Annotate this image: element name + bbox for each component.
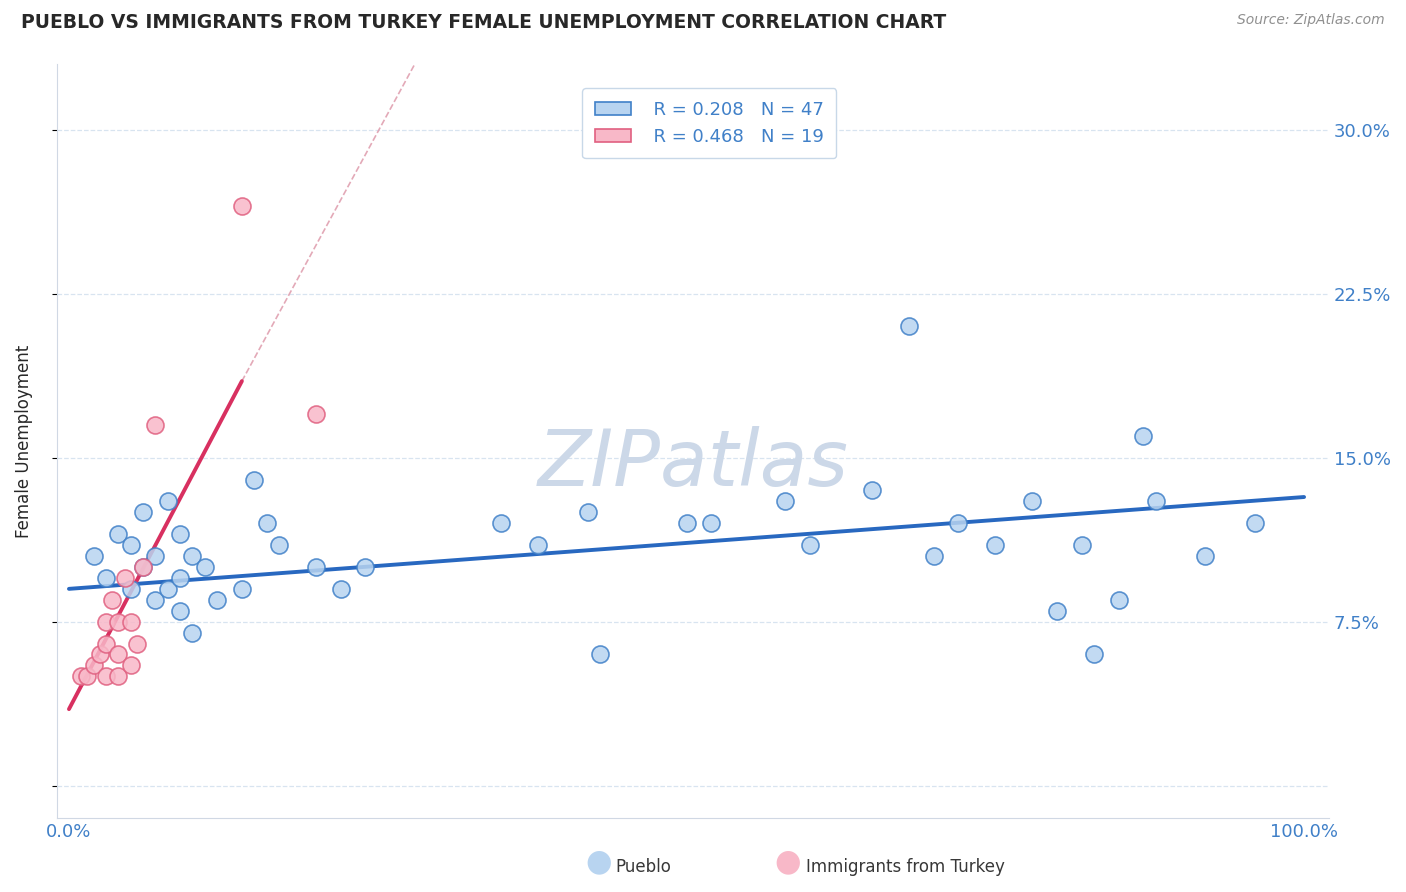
Point	[132, 560, 155, 574]
Point	[491, 516, 513, 531]
Point	[107, 615, 129, 629]
Text: Source: ZipAtlas.com: Source: ZipAtlas.com	[1237, 13, 1385, 28]
Point	[107, 648, 129, 662]
Point	[94, 615, 117, 629]
Point	[775, 494, 797, 508]
Point	[70, 669, 93, 683]
Point	[860, 483, 883, 498]
Point	[354, 560, 377, 574]
Point	[984, 538, 1007, 552]
Point	[329, 582, 352, 596]
Point	[107, 669, 129, 683]
Text: Immigrants from Turkey: Immigrants from Turkey	[806, 858, 1004, 876]
Point	[76, 669, 98, 683]
Point	[181, 549, 204, 563]
Point	[700, 516, 723, 531]
Point	[114, 571, 136, 585]
Text: ●: ●	[775, 847, 801, 876]
Point	[156, 582, 179, 596]
Point	[94, 571, 117, 585]
Point	[1021, 494, 1043, 508]
Point	[305, 560, 328, 574]
Point	[132, 560, 155, 574]
Point	[94, 669, 117, 683]
Point	[132, 505, 155, 519]
Point	[120, 538, 142, 552]
Point	[169, 571, 191, 585]
Point	[1046, 604, 1069, 618]
Point	[1132, 429, 1154, 443]
Point	[1108, 592, 1130, 607]
Point	[1194, 549, 1216, 563]
Point	[83, 549, 105, 563]
Point	[120, 658, 142, 673]
Text: PUEBLO VS IMMIGRANTS FROM TURKEY FEMALE UNEMPLOYMENT CORRELATION CHART: PUEBLO VS IMMIGRANTS FROM TURKEY FEMALE …	[21, 13, 946, 32]
Point	[169, 604, 191, 618]
Point	[145, 417, 167, 432]
Point	[243, 473, 266, 487]
Text: ZIPatlas: ZIPatlas	[537, 425, 848, 502]
Point	[576, 505, 599, 519]
Point	[589, 648, 612, 662]
Point	[125, 636, 148, 650]
Point	[101, 592, 124, 607]
Point	[120, 615, 142, 629]
Point	[1070, 538, 1092, 552]
Point	[231, 199, 253, 213]
Text: ●: ●	[585, 847, 612, 876]
Point	[1083, 648, 1105, 662]
Point	[897, 319, 920, 334]
Point	[120, 582, 142, 596]
Point	[181, 625, 204, 640]
Point	[83, 658, 105, 673]
Point	[231, 582, 253, 596]
Y-axis label: Female Unemployment: Female Unemployment	[15, 344, 32, 538]
Point	[256, 516, 278, 531]
Point	[145, 549, 167, 563]
Point	[194, 560, 217, 574]
Point	[527, 538, 550, 552]
Point	[94, 636, 117, 650]
Point	[267, 538, 290, 552]
Point	[169, 527, 191, 541]
Point	[89, 648, 111, 662]
Point	[1144, 494, 1167, 508]
Point	[799, 538, 821, 552]
Point	[675, 516, 697, 531]
Point	[156, 494, 179, 508]
Point	[305, 407, 328, 421]
Text: Pueblo: Pueblo	[616, 858, 672, 876]
Point	[922, 549, 945, 563]
Point	[1243, 516, 1265, 531]
Point	[107, 527, 129, 541]
Point	[205, 592, 228, 607]
Point	[948, 516, 970, 531]
Legend:   R = 0.208   N = 47,   R = 0.468   N = 19: R = 0.208 N = 47, R = 0.468 N = 19	[582, 88, 837, 159]
Point	[145, 592, 167, 607]
